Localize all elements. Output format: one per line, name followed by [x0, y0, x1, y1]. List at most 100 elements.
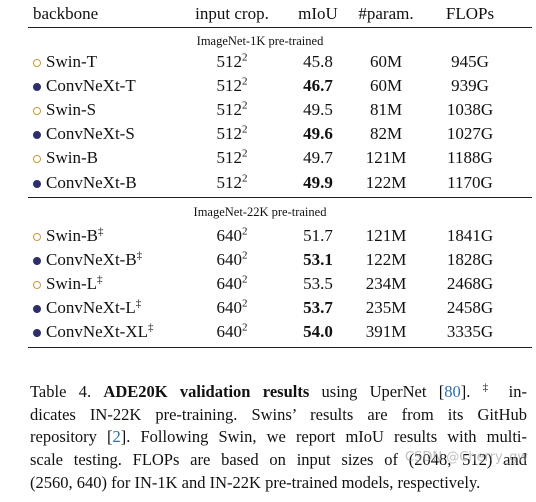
miou: 46.7: [303, 76, 333, 96]
backbone: ConvNeXt-L‡: [46, 298, 141, 318]
rule: [28, 347, 532, 348]
backbone: Swin-T: [46, 52, 97, 72]
flops: 1828G: [446, 250, 494, 270]
backbone-name: Swin-B: [46, 148, 98, 168]
backbone-sup: ‡: [147, 321, 154, 334]
caption-text: ADE20K validation results: [103, 382, 310, 401]
crop-size: 640: [216, 322, 243, 342]
caption-text: ]. Following Swin, we report mIoU result…: [120, 427, 527, 447]
column-header: #param.: [358, 4, 414, 23]
input-crop: 6402: [217, 298, 248, 318]
flops: 1027G: [446, 124, 494, 144]
backbone: ConvNeXt-T: [46, 76, 136, 96]
miou: 49.7: [303, 148, 333, 168]
marker: [33, 305, 41, 314]
params: 121M: [365, 148, 407, 168]
crop-sup: 2: [242, 147, 248, 160]
crop-sup: 2: [242, 75, 248, 88]
section-title: ImageNet-1K pre-trained: [196, 34, 324, 48]
flops: 3335G: [446, 322, 494, 342]
watermark: CSDN @Cherry_gw: [405, 450, 529, 465]
miou: 54.0: [303, 322, 333, 342]
backbone-name: Swin-B: [46, 226, 98, 245]
input-crop: 6402: [217, 274, 248, 294]
backbone-name: ConvNeXt-S: [46, 124, 135, 144]
backbone-name: Swin-S: [46, 100, 97, 120]
crop-size: 512: [216, 76, 243, 96]
flops: 1038G: [446, 100, 494, 120]
flops: 1170G: [447, 172, 493, 192]
backbone-sup: ‡: [135, 297, 142, 310]
params: 121M: [365, 226, 407, 245]
miou: 49.6: [303, 124, 333, 144]
column-header: backbone: [33, 4, 99, 23]
caption-text: (2560, 640) for IN-1K and IN-22K pre-tra…: [30, 472, 481, 492]
input-crop: 5122: [217, 76, 248, 96]
input-crop: 6402: [217, 226, 248, 246]
caption-text: scale testing. FLOPs are based on input …: [30, 450, 527, 470]
marker: [33, 131, 41, 140]
crop-sup: 2: [242, 297, 248, 310]
crop-sup: 2: [242, 225, 248, 238]
crop-sup: 2: [242, 273, 248, 286]
caption-text: ‡: [482, 381, 497, 394]
crop-sup: 2: [242, 99, 248, 112]
caption-line: scale testing. FLOPs are based on input …: [30, 450, 527, 470]
backbone-name: ConvNeXt-XL: [46, 322, 148, 342]
crop-size: 640: [216, 298, 243, 318]
input-crop: 5122: [217, 100, 248, 120]
input-crop: 5122: [217, 148, 248, 168]
caption-text: using UperNet [: [309, 382, 445, 401]
backbone: ConvNeXt-XL‡: [46, 322, 153, 342]
miou: 49.5: [303, 100, 333, 120]
column-header: input crop.: [195, 4, 269, 23]
input-crop: 6402: [217, 322, 248, 342]
params: 60M: [369, 76, 403, 96]
backbone: Swin-S: [46, 100, 96, 120]
crop-sup: 2: [242, 123, 248, 136]
column-header: mIoU: [298, 4, 338, 23]
marker: [33, 83, 41, 92]
marker: [33, 257, 41, 266]
crop-size: 512: [216, 124, 243, 144]
marker: [33, 155, 41, 164]
flops: 945G: [451, 52, 489, 71]
column-header: FLOPs: [445, 4, 495, 23]
caption-text: ].: [460, 382, 483, 401]
caption-text: 2: [112, 427, 121, 447]
input-crop: 6402: [217, 250, 248, 270]
crop-size: 512: [216, 100, 243, 120]
crop-sup: 2: [242, 321, 248, 334]
backbone: Swin-B: [46, 148, 98, 168]
caption-text: 80: [444, 382, 461, 401]
miou: 53.1: [303, 250, 333, 270]
flops: 1841G: [446, 226, 494, 245]
flops: 939G: [451, 76, 489, 96]
backbone-name: Swin-L: [46, 274, 97, 294]
flops: 2458G: [446, 298, 494, 318]
params: 122M: [365, 250, 407, 270]
crop-size: 640: [216, 226, 243, 245]
backbone: Swin-B‡: [46, 226, 103, 246]
caption-line: repository [2]. Following Swin, we repor…: [30, 427, 527, 447]
backbone: ConvNeXt-S: [46, 124, 135, 144]
params: 82M: [369, 124, 403, 144]
caption-line: dicates IN-22K pre-training. Swins’ resu…: [30, 405, 527, 425]
params: 81M: [369, 100, 403, 120]
backbone: ConvNeXt-B‡: [46, 250, 142, 270]
backbone-name: Swin-T: [46, 52, 97, 71]
backbone-sup: ‡: [97, 225, 104, 238]
backbone-name: ConvNeXt-B: [46, 250, 137, 270]
section-title: ImageNet-22K pre-trained: [193, 205, 327, 219]
crop-sup: 2: [242, 249, 248, 262]
backbone-sup: ‡: [97, 273, 103, 286]
backbone-sup: ‡: [136, 249, 143, 262]
caption-line: (2560, 640) for IN-1K and IN-22K pre-tra…: [30, 473, 527, 493]
crop-size: 512: [216, 172, 243, 192]
marker: [33, 233, 41, 241]
flops: 2468G: [446, 274, 494, 294]
caption-text: in-: [496, 382, 527, 401]
crop-size: 640: [216, 274, 243, 294]
rule: [28, 27, 532, 28]
marker: [33, 179, 41, 188]
